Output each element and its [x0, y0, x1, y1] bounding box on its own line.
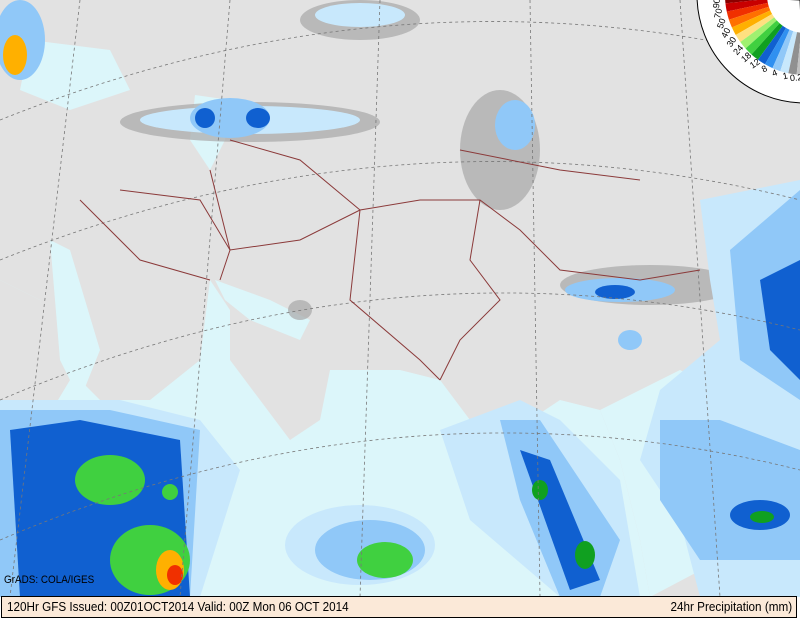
persian-gulf — [215, 280, 310, 340]
legend-color-band — [745, 20, 780, 55]
legend-label: 40 — [719, 26, 732, 39]
legend-color-band — [796, 42, 800, 75]
legend-color-band — [740, 17, 777, 49]
red-sea — [50, 240, 100, 400]
legend-color-band — [726, 2, 769, 20]
legend-label: 4 — [770, 67, 778, 78]
legend-color-band — [765, 27, 790, 69]
legend-label: 50 — [715, 17, 728, 30]
legend-label: 70 — [712, 7, 724, 19]
legend-color-band — [731, 10, 773, 35]
legend-label: 8 — [760, 63, 769, 74]
legend-label: 18 — [739, 50, 753, 64]
legend-color-band — [725, 0, 758, 4]
legend-label: 0.2 — [789, 72, 800, 83]
legend-label: 24 — [731, 43, 745, 57]
legend-label: 90 — [711, 0, 722, 9]
legend-color-band — [751, 23, 783, 60]
legend-label: 12 — [748, 57, 762, 71]
legend-color-band — [757, 25, 786, 65]
black-sea — [20, 40, 130, 110]
product-title: 24hr Precipitation (mm) — [670, 599, 792, 614]
country-borders — [79, 139, 701, 381]
legend-color-band — [788, 32, 800, 75]
legend-label: 1 — [782, 70, 789, 81]
forecast-info: 120Hr GFS Issued: 00Z01OCT2014 Valid: 00… — [7, 599, 349, 614]
precip-blue — [0, 0, 800, 597]
legend-color-band — [725, 0, 768, 12]
legend-label: 30 — [725, 35, 739, 49]
legend-color-band — [728, 6, 771, 28]
legend-color-band — [780, 31, 798, 74]
legend-color-band — [772, 29, 794, 72]
footer-bar: 120Hr GFS Issued: 00Z01OCT2014 Valid: 00… — [1, 596, 797, 618]
legend-color-band — [735, 14, 775, 43]
graticule — [0, 0, 800, 597]
credit-label: GrADS: COLA/IGES — [4, 574, 95, 586]
